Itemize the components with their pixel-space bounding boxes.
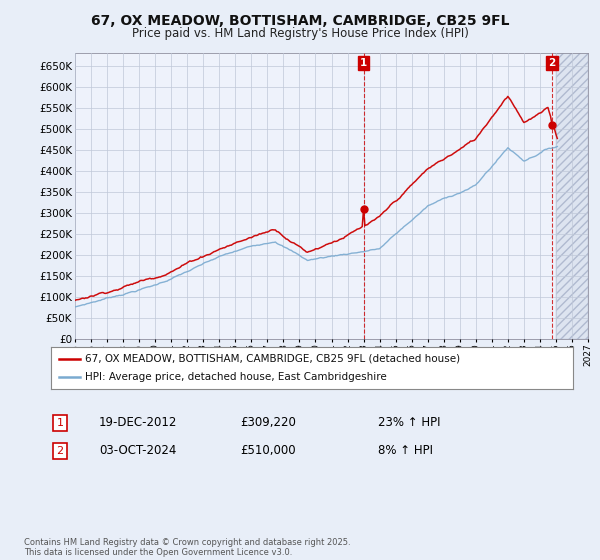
Text: HPI: Average price, detached house, East Cambridgeshire: HPI: Average price, detached house, East… (85, 372, 386, 382)
Text: 2: 2 (56, 446, 64, 456)
Text: 67, OX MEADOW, BOTTISHAM, CAMBRIDGE, CB25 9FL: 67, OX MEADOW, BOTTISHAM, CAMBRIDGE, CB2… (91, 14, 509, 28)
Text: £510,000: £510,000 (240, 444, 296, 458)
Text: Price paid vs. HM Land Registry's House Price Index (HPI): Price paid vs. HM Land Registry's House … (131, 27, 469, 40)
Text: 03-OCT-2024: 03-OCT-2024 (99, 444, 176, 458)
Bar (556, 53, 588, 339)
Text: 8% ↑ HPI: 8% ↑ HPI (378, 444, 433, 458)
Text: 2: 2 (548, 58, 556, 68)
Text: 1: 1 (56, 418, 64, 428)
Bar (556, 53, 588, 339)
Text: 1: 1 (360, 58, 367, 68)
Text: 19-DEC-2012: 19-DEC-2012 (99, 416, 178, 430)
Text: 67, OX MEADOW, BOTTISHAM, CAMBRIDGE, CB25 9FL (detached house): 67, OX MEADOW, BOTTISHAM, CAMBRIDGE, CB2… (85, 353, 460, 363)
Text: 23% ↑ HPI: 23% ↑ HPI (378, 416, 440, 430)
Text: Contains HM Land Registry data © Crown copyright and database right 2025.
This d: Contains HM Land Registry data © Crown c… (24, 538, 350, 557)
Text: £309,220: £309,220 (240, 416, 296, 430)
